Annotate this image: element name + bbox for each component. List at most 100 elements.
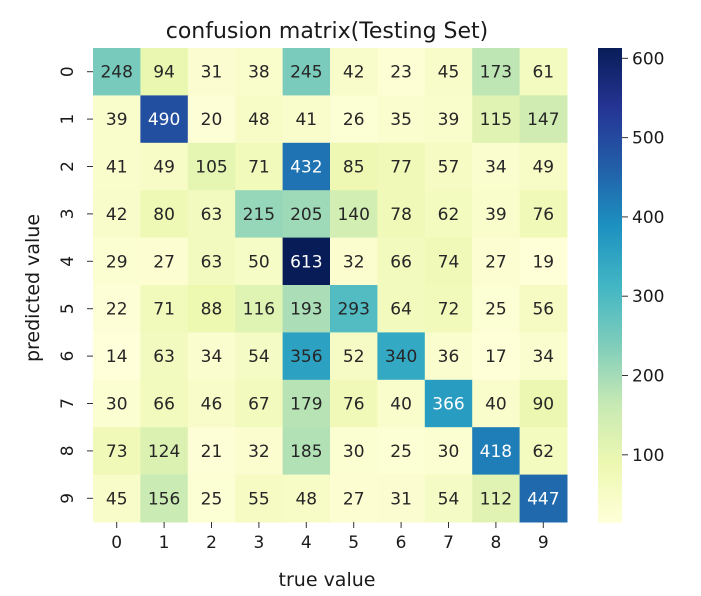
heatmap-cell (187, 379, 236, 428)
heatmap-cell (93, 237, 141, 286)
x-tick-label: 6 (396, 533, 407, 553)
x-tick-label: 2 (206, 533, 217, 553)
x-tick-label: 9 (538, 533, 549, 553)
y-tick-label: 9 (58, 493, 78, 504)
heatmap-cell (424, 474, 473, 523)
heatmap-cell (187, 95, 236, 144)
cell-value-label: 248 (100, 63, 132, 83)
cell-value-label: 39 (485, 205, 507, 225)
cell-value-label: 54 (438, 489, 460, 509)
x-axis-ticks: 0 1 2 3 4 5 6 7 8 9 (111, 522, 549, 553)
y-tick-label: 0 (58, 66, 78, 77)
heatmap-cells (93, 48, 568, 523)
heatmap-cell (472, 95, 521, 144)
cell-value-label: 56 (532, 300, 554, 320)
cell-value-label: 193 (290, 300, 322, 320)
heatmap-cell (377, 332, 426, 381)
heatmap-cell (377, 379, 426, 428)
colorbar-tick-label: 500 (632, 129, 664, 149)
heatmap-cell (140, 95, 189, 144)
cell-value-label: 32 (343, 252, 365, 272)
heatmap-cell (330, 237, 378, 286)
heatmap-cell (424, 379, 473, 428)
cell-value-label: 38 (248, 63, 270, 83)
cell-value-label: 45 (438, 63, 460, 83)
cell-value-label: 25 (485, 300, 507, 320)
heatmap-cell (472, 237, 521, 286)
cell-value-label: 215 (243, 205, 275, 225)
x-tick-label: 8 (490, 533, 501, 553)
heatmap-cell (140, 474, 189, 523)
cell-value-label: 57 (438, 158, 460, 178)
heatmap-cell (235, 474, 284, 523)
heatmap-cell (235, 285, 284, 333)
heatmap-cell (282, 285, 331, 333)
colorbar (598, 48, 622, 523)
x-tick-label: 0 (111, 533, 122, 553)
heatmap-cell (282, 190, 331, 239)
heatmap-cell (282, 474, 331, 523)
cell-value-label: 30 (106, 395, 128, 415)
heatmap-cell (519, 190, 568, 239)
cell-value-label: 42 (343, 63, 365, 83)
cell-value-label: 88 (201, 300, 223, 320)
cell-value-label: 64 (390, 300, 412, 320)
cell-value-label: 36 (438, 347, 460, 367)
heatmap-cell (472, 427, 521, 476)
heatmap-cell (140, 237, 189, 286)
cell-value-label: 613 (290, 252, 322, 272)
cell-value-label: 27 (343, 489, 365, 509)
heatmap-cell (377, 142, 426, 191)
cell-value-label: 77 (390, 158, 412, 178)
heatmap-cell (93, 474, 141, 523)
heatmap-cell (235, 427, 284, 476)
y-tick-label: 1 (58, 114, 78, 125)
heatmap-cell (377, 427, 426, 476)
heatmap-cell (282, 379, 331, 428)
cell-value-label: 293 (337, 300, 369, 320)
cell-value-label: 63 (201, 252, 223, 272)
cell-value-label: 76 (343, 395, 365, 415)
heatmap-cell (187, 190, 236, 239)
colorbar-ticks: 100 200 300 400 500 600 (622, 49, 664, 466)
y-tick-label: 5 (58, 303, 78, 314)
heatmap-cell (235, 48, 284, 96)
cell-value-label: 23 (390, 63, 412, 83)
heatmap-cell (424, 142, 473, 191)
cell-value-label: 30 (343, 442, 365, 462)
cell-value-label: 46 (201, 395, 223, 415)
cell-value-label: 74 (438, 252, 460, 272)
heatmap-cell (472, 190, 521, 239)
heatmap-cell (424, 285, 473, 333)
cell-value-label: 66 (390, 252, 412, 272)
cell-value-label: 30 (438, 442, 460, 462)
heatmap-cell (424, 332, 473, 381)
cell-value-label: 41 (295, 110, 317, 130)
cell-value-label: 35 (390, 110, 412, 130)
heatmap-cell (519, 48, 568, 96)
heatmap-cell (330, 427, 378, 476)
y-tick-label: 6 (58, 351, 78, 362)
y-tick-label: 4 (58, 256, 78, 267)
cell-value-label: 124 (148, 442, 180, 462)
cell-value-label: 31 (201, 63, 223, 83)
y-tick-label: 2 (58, 161, 78, 172)
heatmap-cell (330, 190, 378, 239)
heatmap-cell (519, 95, 568, 144)
cell-value-label: 27 (485, 252, 507, 272)
heatmap-cell (235, 332, 284, 381)
cell-value-label: 62 (438, 205, 460, 225)
heatmap-cell (93, 285, 141, 333)
cell-value-label: 34 (485, 158, 507, 178)
cell-value-label: 76 (532, 205, 554, 225)
heatmap-cell (377, 474, 426, 523)
heatmap-cell (377, 95, 426, 144)
cell-value-label: 490 (148, 110, 180, 130)
heatmap-cell (424, 427, 473, 476)
heatmap-cell (330, 48, 378, 96)
cell-value-label: 31 (390, 489, 412, 509)
cell-value-label: 25 (201, 489, 223, 509)
cell-value-label: 14 (106, 347, 128, 367)
heatmap-cell (377, 285, 426, 333)
heatmap-cell (472, 48, 521, 96)
